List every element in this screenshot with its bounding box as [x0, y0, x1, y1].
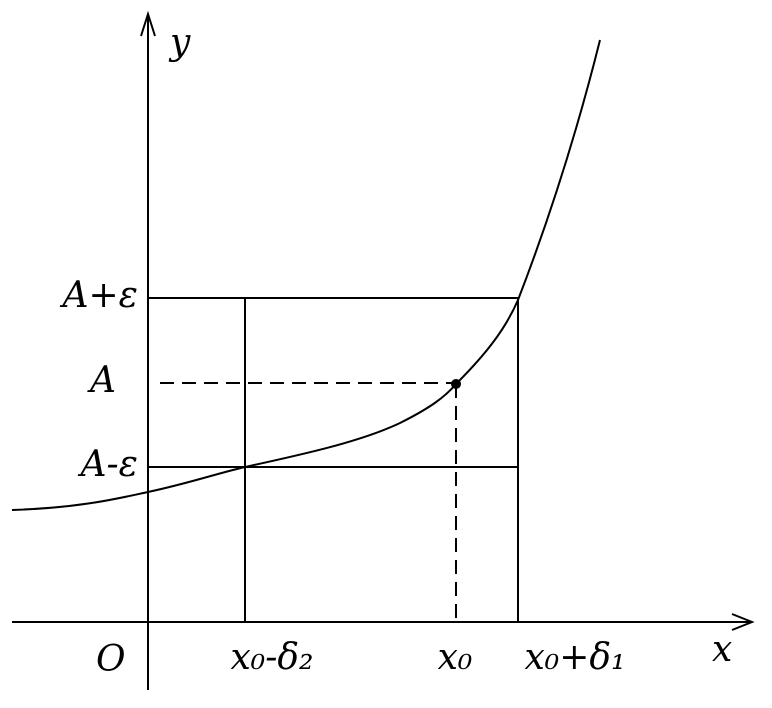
- point-x0-a: [451, 379, 461, 389]
- y-axis-arrow: [140, 10, 156, 37]
- x-axis-label: x: [712, 629, 732, 670]
- y-axis-label: y: [168, 22, 191, 63]
- limit-label: A: [87, 360, 116, 401]
- x0-label: x₀: [438, 637, 473, 678]
- x-axis-arrow: [731, 613, 755, 631]
- upper-bound-label: A+ε: [60, 275, 138, 316]
- left-delta-label: x₀-δ₂: [230, 637, 313, 678]
- lower-bound-label: A-ε: [78, 444, 138, 485]
- origin-label: O: [96, 639, 126, 680]
- function-curve: [11, 39, 601, 511]
- right-delta-label: x₀+δ₁: [524, 637, 625, 678]
